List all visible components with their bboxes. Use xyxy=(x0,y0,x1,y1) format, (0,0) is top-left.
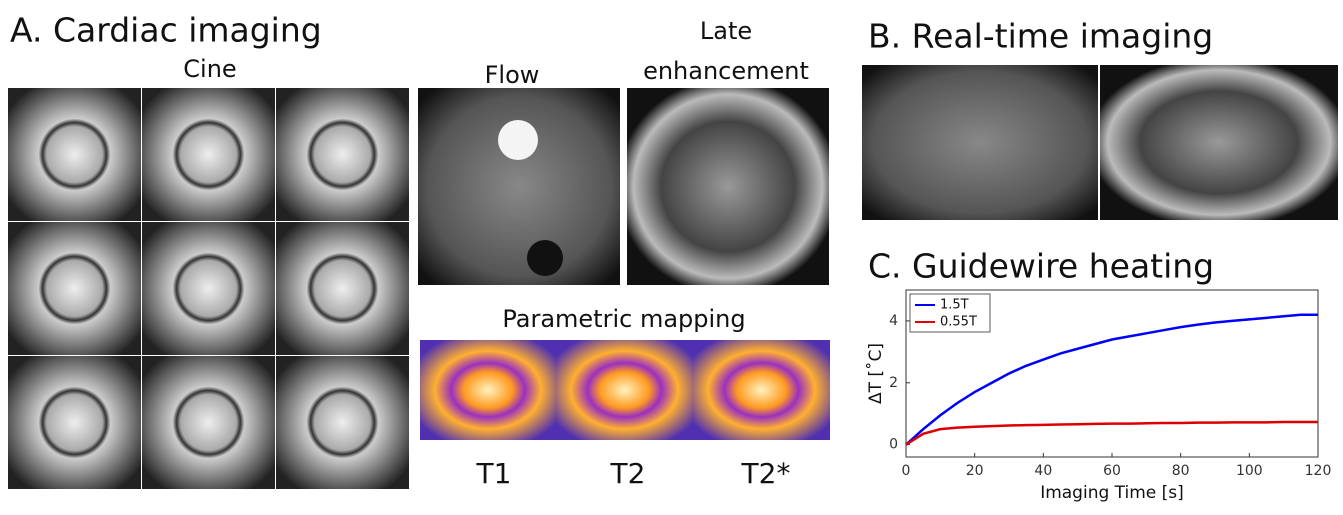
data-line xyxy=(906,422,1318,445)
cine-frame xyxy=(8,356,141,489)
panel-b-title: B. Real-time imaging xyxy=(868,17,1213,56)
x-tick-label: 20 xyxy=(966,463,984,479)
page: A. Cardiac imaging Cine Flow Late enhanc… xyxy=(0,0,1343,515)
x-axis-label: Imaging Time [s] xyxy=(1040,483,1184,503)
cine-frame xyxy=(8,222,141,355)
x-tick-label: 40 xyxy=(1034,463,1052,479)
legend-label: 1.5T xyxy=(940,298,969,313)
realtime-axial xyxy=(1100,65,1338,220)
y-tick-label: 2 xyxy=(889,375,898,391)
realtime-coronal xyxy=(862,65,1098,220)
chart-title: C. Guidewire heating xyxy=(868,247,1214,286)
cine-frame xyxy=(276,222,409,355)
cine-frame xyxy=(142,222,275,355)
late-label: Late xyxy=(700,17,752,45)
legend-label: 0.55T xyxy=(940,315,977,330)
map-label: T2 xyxy=(610,457,646,490)
cine-frame xyxy=(142,356,275,489)
data-line xyxy=(906,315,1318,445)
map-label: T2* xyxy=(741,457,791,490)
flow-image-detail xyxy=(498,120,538,160)
figure: A. Cardiac imaging Cine Flow Late enhanc… xyxy=(0,0,1343,515)
y-tick-label: 0 xyxy=(889,437,898,453)
cine-frame xyxy=(276,356,409,489)
x-tick-label: 120 xyxy=(1305,463,1332,479)
x-tick-label: 100 xyxy=(1236,463,1263,479)
flow-image xyxy=(418,88,620,285)
cine-label: Cine xyxy=(183,55,236,83)
x-tick-label: 0 xyxy=(902,463,911,479)
y-axis-label: ΔT [˚C] xyxy=(865,343,886,404)
t2-map xyxy=(556,340,693,440)
map-label: T1 xyxy=(476,457,512,490)
cine-frame xyxy=(142,88,275,221)
cine-frame xyxy=(8,88,141,221)
late-label: enhancement xyxy=(643,57,809,85)
mapping-label: Parametric mapping xyxy=(502,305,745,333)
cine-frame xyxy=(276,88,409,221)
panel-a-title: A. Cardiac imaging xyxy=(10,11,322,50)
flow-label: Flow xyxy=(485,61,540,89)
flow-image-detail xyxy=(527,240,563,276)
x-tick-label: 80 xyxy=(1172,463,1190,479)
t1-map xyxy=(420,340,556,440)
x-tick-label: 60 xyxy=(1103,463,1121,479)
t2star-map xyxy=(693,340,830,440)
y-tick-label: 4 xyxy=(889,313,898,329)
late-enhancement-image xyxy=(627,88,829,285)
